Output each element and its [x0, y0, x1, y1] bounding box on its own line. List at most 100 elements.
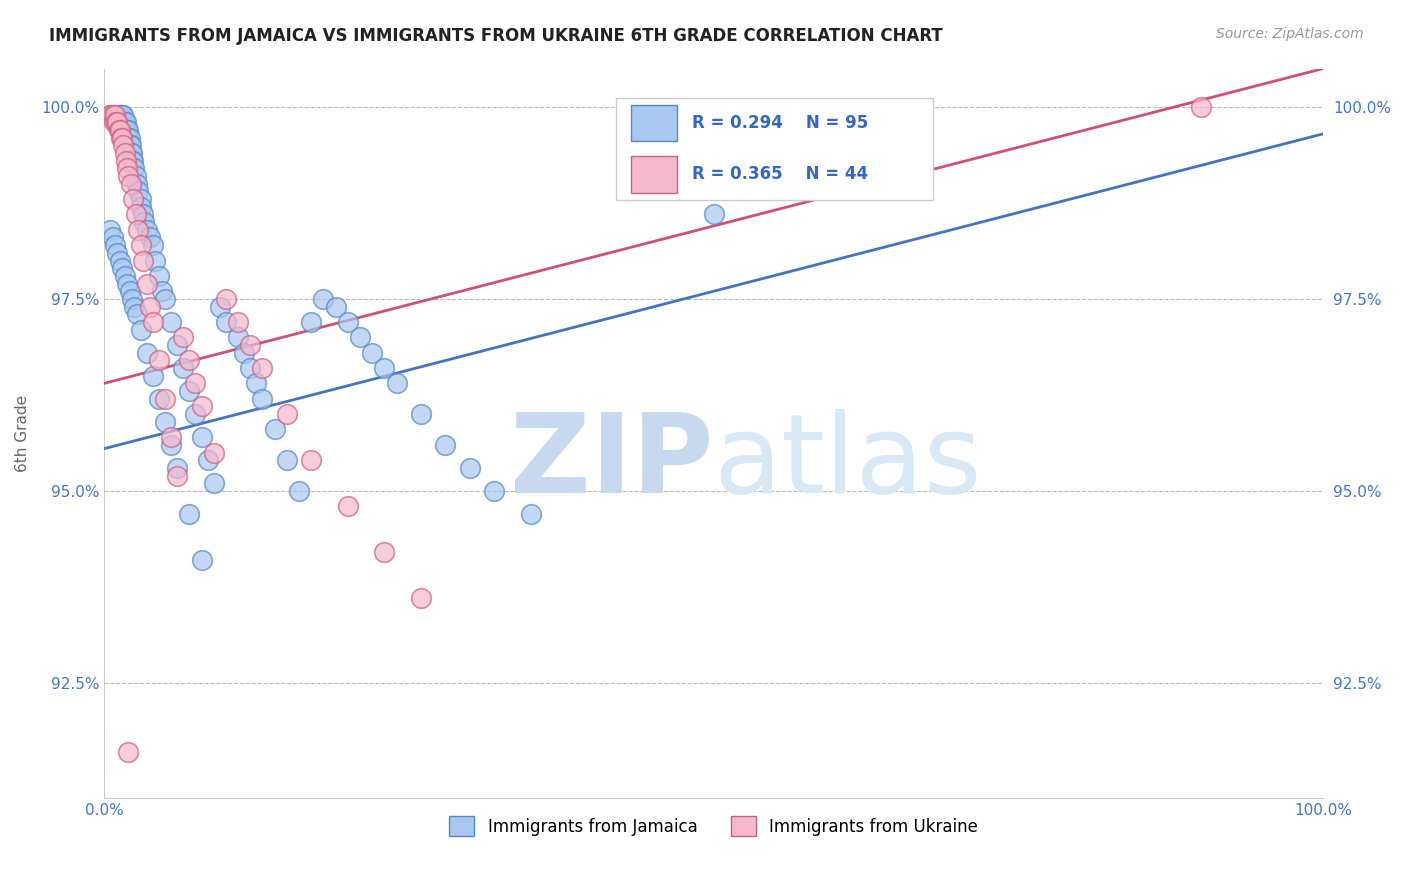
Point	[118, 285, 141, 299]
Point	[166, 338, 188, 352]
Point	[148, 268, 170, 283]
FancyBboxPatch shape	[616, 98, 934, 200]
Point	[124, 169, 146, 183]
Point	[125, 307, 148, 321]
Point	[129, 323, 152, 337]
Point	[409, 407, 432, 421]
Point	[160, 438, 183, 452]
Point	[121, 146, 143, 161]
Point	[114, 115, 136, 129]
Point	[239, 361, 262, 376]
Point	[148, 392, 170, 406]
Text: IMMIGRANTS FROM JAMAICA VS IMMIGRANTS FROM UKRAINE 6TH GRADE CORRELATION CHART: IMMIGRANTS FROM JAMAICA VS IMMIGRANTS FR…	[49, 27, 943, 45]
Legend: Immigrants from Jamaica, Immigrants from Ukraine: Immigrants from Jamaica, Immigrants from…	[441, 807, 986, 845]
Point	[114, 146, 136, 161]
Point	[112, 115, 135, 129]
Point	[202, 476, 225, 491]
Point	[115, 277, 138, 291]
Point	[361, 345, 384, 359]
Point	[121, 292, 143, 306]
Point	[117, 123, 139, 137]
Point	[103, 107, 125, 121]
Point	[276, 407, 298, 421]
Point	[142, 315, 165, 329]
Point	[111, 130, 134, 145]
Point	[132, 253, 155, 268]
Point	[482, 483, 505, 498]
Point	[124, 161, 146, 176]
Point	[349, 330, 371, 344]
Point	[125, 177, 148, 191]
Point	[239, 338, 262, 352]
Point	[117, 745, 139, 759]
Point	[172, 361, 194, 376]
Point	[135, 277, 157, 291]
Point	[124, 300, 146, 314]
Point	[115, 115, 138, 129]
Point	[299, 453, 322, 467]
Point	[134, 215, 156, 229]
Point	[190, 430, 212, 444]
Point	[233, 345, 256, 359]
Point	[120, 146, 142, 161]
Point	[129, 192, 152, 206]
Point	[172, 330, 194, 344]
Point	[118, 130, 141, 145]
Point	[98, 223, 121, 237]
Point	[148, 353, 170, 368]
Point	[190, 400, 212, 414]
Point	[101, 230, 124, 244]
Point	[215, 292, 238, 306]
Point	[120, 138, 142, 153]
Point	[112, 107, 135, 121]
Point	[117, 169, 139, 183]
Point	[179, 384, 201, 398]
Point	[184, 407, 207, 421]
Point	[115, 130, 138, 145]
Point	[122, 192, 145, 206]
Point	[202, 445, 225, 459]
Point	[197, 453, 219, 467]
Point	[252, 392, 274, 406]
Point	[105, 245, 128, 260]
Point	[117, 130, 139, 145]
Point	[115, 123, 138, 137]
Point	[312, 292, 335, 306]
Point	[373, 545, 395, 559]
Point	[252, 361, 274, 376]
Point	[139, 300, 162, 314]
Point	[98, 107, 121, 121]
Point	[142, 238, 165, 252]
Point	[127, 185, 149, 199]
Text: ZIP: ZIP	[510, 409, 714, 516]
Point	[110, 107, 132, 121]
Point	[105, 115, 128, 129]
Point	[114, 123, 136, 137]
Point	[115, 123, 138, 137]
Point	[124, 207, 146, 221]
Point	[108, 115, 131, 129]
Point	[105, 115, 128, 129]
Point	[108, 107, 131, 121]
Text: R = 0.294    N = 95: R = 0.294 N = 95	[692, 114, 868, 132]
Text: R = 0.365    N = 44: R = 0.365 N = 44	[692, 165, 868, 184]
Point	[143, 253, 166, 268]
Point	[153, 292, 176, 306]
Point	[107, 123, 129, 137]
Point	[276, 453, 298, 467]
Point	[160, 430, 183, 444]
Point	[118, 138, 141, 153]
Point	[385, 376, 408, 391]
Text: Source: ZipAtlas.com: Source: ZipAtlas.com	[1216, 27, 1364, 41]
Point	[129, 200, 152, 214]
Point	[153, 392, 176, 406]
Point	[373, 361, 395, 376]
Point	[104, 238, 127, 252]
Point	[120, 177, 142, 191]
Point	[127, 223, 149, 237]
Point	[190, 553, 212, 567]
Point	[263, 422, 285, 436]
Point	[111, 107, 134, 121]
Point	[142, 368, 165, 383]
Point	[132, 207, 155, 221]
